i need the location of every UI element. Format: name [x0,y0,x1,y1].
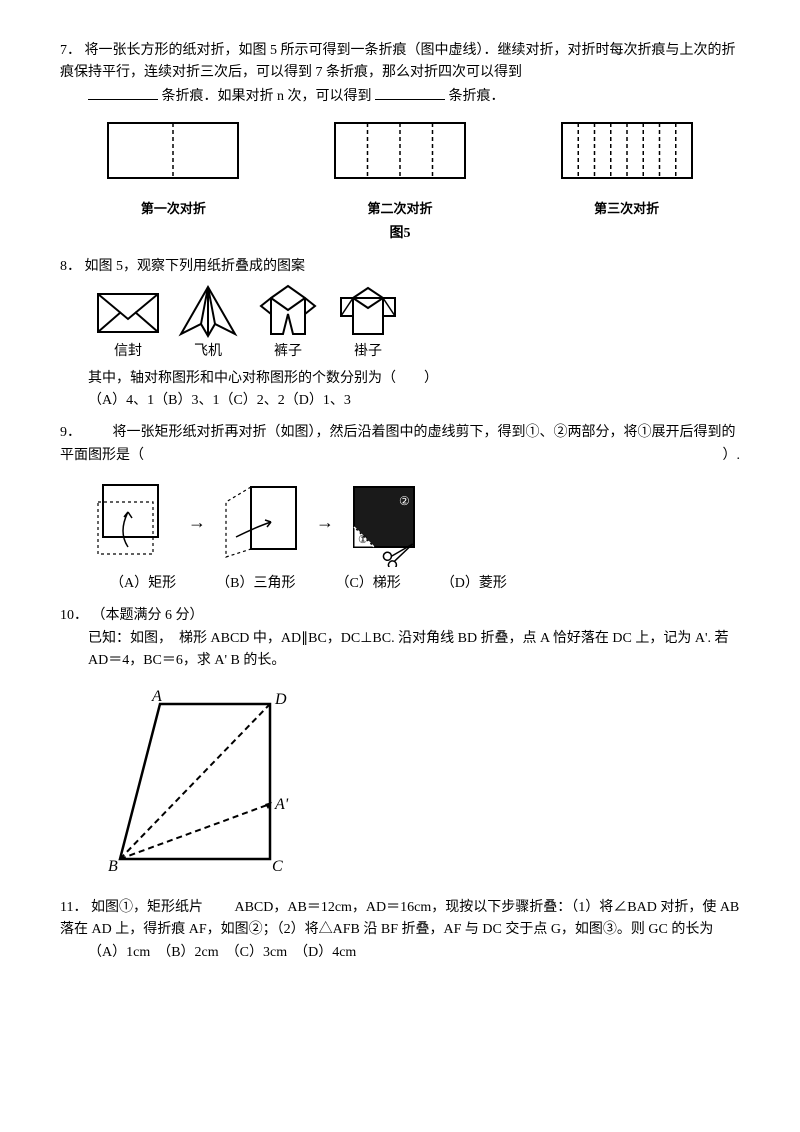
q9-cut: ② ① [344,477,444,567]
q9-figures: → → ② ① [88,477,740,567]
q7-figures: 第一次对折 第二次对折 第三次对折 [60,118,740,219]
q9-fold-2 [216,477,306,567]
q8-question: 其中，轴对称图形和中心对称图形的个数分别为（ ） [60,368,740,390]
jacket-label: 褂子 [328,341,408,363]
envelope-icon [93,284,163,339]
question-7: 7． 将一张长方形的纸对折，如图 5 所示可得到一条折痕（图中虚线）．继续对折，… [60,40,740,246]
plane-col: 飞机 [168,284,248,363]
q9-opt-b: （B）三角形 [216,573,295,595]
question-9: 9． 将一张矩形纸对折再对折（如图），然后沿着图中的虚线剪下，得到①、②两部分，… [60,422,740,595]
fold-3-svg [557,118,697,188]
fold-2-svg [330,118,470,188]
fold-1-svg [103,118,243,188]
q9-text: 将一张矩形纸对折再对折（如图），然后沿着图中的虚线剪下，得到①、②两部分，将①展… [60,425,736,462]
label-B: B [108,858,118,875]
q9-opt-d: （D）菱形 [441,573,507,595]
label-C: C [272,858,283,875]
q10-body: 已知：如图， 梯形 ABCD 中，AD∥BC，DC⊥BC. 沿对角线 BD 折叠… [60,628,740,673]
fold-3-col: 第三次对折 [513,118,740,219]
jacket-icon [333,284,403,339]
q11-options: （A）1cm （B）2cm （C）3cm （D）4cm [60,942,740,964]
figure-5-label: 图5 [60,223,740,245]
q9-fold-1 [88,477,178,567]
jacket-col: 褂子 [328,284,408,363]
fold-1-col: 第一次对折 [60,118,287,219]
q8-options: （A）4、1（B）3、1（C）2、2（D）1、3 [60,390,740,412]
q7-number: 7． [60,43,81,58]
plane-label: 飞机 [168,341,248,363]
blank-1 [88,85,158,100]
q9-opt-c: （C）梯形 [335,573,400,595]
trapezoid-svg: A D B C A' [100,689,340,879]
q7-text-3: 条折痕． [449,89,505,104]
label-Ap: A' [274,796,289,813]
q10-head: （本题满分 6 分） [92,608,204,623]
q7-text-2: 条折痕．如果对折 n 次，可以得到 [162,89,372,104]
q9-text-end: ）. [723,445,741,467]
q8-figures: 信封 飞机 裤子 [88,284,740,363]
q11-text: 如图①，矩形纸片 ABCD，AB＝12cm，AD＝16cm，现按以下步骤折叠：（… [60,900,739,937]
q10-figure: A D B C A' [100,689,740,887]
arrow-2: → [316,508,334,537]
fold-3-caption: 第三次对折 [513,199,740,220]
fold-2-caption: 第二次对折 [287,199,514,220]
q9-options: （A）矩形 （B）三角形 （C）梯形 （D）菱形 [60,573,740,595]
label-A: A [151,689,162,705]
question-8: 8． 如图 5，观察下列用纸折叠成的图案 信封 飞机 [60,256,740,413]
envelope-col: 信封 [88,284,168,363]
arrow-1: → [188,508,206,537]
svg-text:②: ② [399,494,410,508]
label-D: D [274,691,287,708]
blank-2 [375,85,445,100]
question-11: 11． 如图①，矩形纸片 ABCD，AB＝12cm，AD＝16cm，现按以下步骤… [60,897,740,964]
q10-number: 10． [60,608,88,623]
q11-number: 11． [60,900,87,915]
pants-col: 裤子 [248,284,328,363]
svg-text:①: ① [358,534,368,546]
q9-number: 9． [60,425,81,440]
plane-icon [173,284,243,339]
q7-fillblank-line: 条折痕．如果对折 n 次，可以得到 条折痕． [60,85,740,108]
envelope-label: 信封 [88,341,168,363]
question-10: 10． （本题满分 6 分） 已知：如图， 梯形 ABCD 中，AD∥BC，DC… [60,605,740,887]
fold-2-col: 第二次对折 [287,118,514,219]
q9-opt-a: （A）矩形 [110,573,176,595]
q8-intro: 如图 5，观察下列用纸折叠成的图案 [85,259,306,274]
pants-label: 裤子 [248,341,328,363]
q8-number: 8． [60,259,81,274]
fold-1-caption: 第一次对折 [60,199,287,220]
pants-icon [253,284,323,339]
